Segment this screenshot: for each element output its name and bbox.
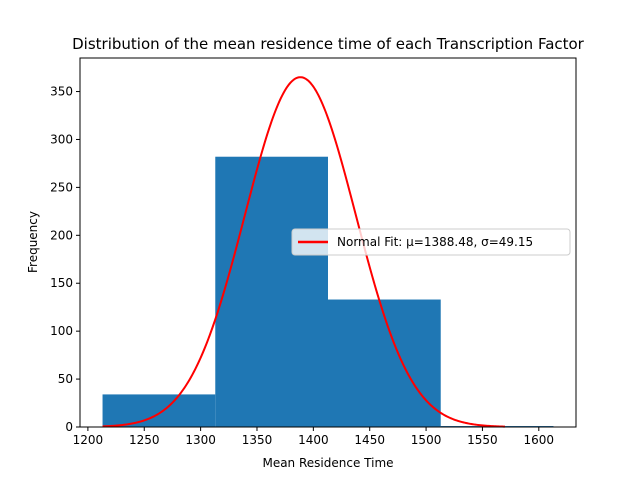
- legend-frame: [291, 228, 571, 256]
- x-axis-ticks: 1200 1250 1300 1350 1400 1450 1500 1550 1600: [73, 427, 554, 447]
- x-tick-label: 1300: [185, 433, 216, 447]
- histogram-bar-3: [328, 299, 441, 427]
- x-tick-label: 1600: [524, 433, 555, 447]
- x-tick-label: 1400: [298, 433, 329, 447]
- legend-label: Normal Fit: μ=1388.48, σ=49.15: [337, 235, 533, 249]
- x-tick-label: 1200: [73, 433, 104, 447]
- x-tick-label: 1500: [411, 433, 442, 447]
- histogram-bar-2: [215, 156, 328, 427]
- fit-curve-group: [102, 76, 506, 428]
- y-tick-label: 100: [50, 324, 73, 338]
- y-tick-label: 50: [58, 372, 73, 386]
- y-tick-label: 200: [50, 228, 73, 242]
- y-tick-label: 350: [50, 85, 73, 99]
- histogram-bar-1: [102, 394, 216, 427]
- x-tick-label: 1350: [242, 433, 273, 447]
- x-tick-label: 1250: [129, 433, 160, 447]
- chart-title: Distribution of the mean residence time …: [72, 35, 585, 53]
- plot-area-frame: [79, 57, 577, 428]
- x-tick-label: 1550: [467, 433, 498, 447]
- y-tick-label: 0: [65, 420, 73, 434]
- y-axis-label: Frequency: [26, 211, 40, 273]
- x-tick-label: 1450: [354, 433, 385, 447]
- y-tick-label: 250: [50, 180, 73, 194]
- legend: Normal Fit: μ=1388.48, σ=49.15: [291, 228, 571, 256]
- y-tick-label: 150: [50, 276, 73, 290]
- bars-group: [102, 156, 554, 427]
- y-tick-label: 300: [50, 132, 73, 146]
- x-axis-label: Mean Residence Time: [262, 456, 393, 470]
- y-axis-ticks: 0 50 100 150 200 250 300 350: [50, 85, 80, 434]
- normal-fit-curve: [102, 76, 506, 428]
